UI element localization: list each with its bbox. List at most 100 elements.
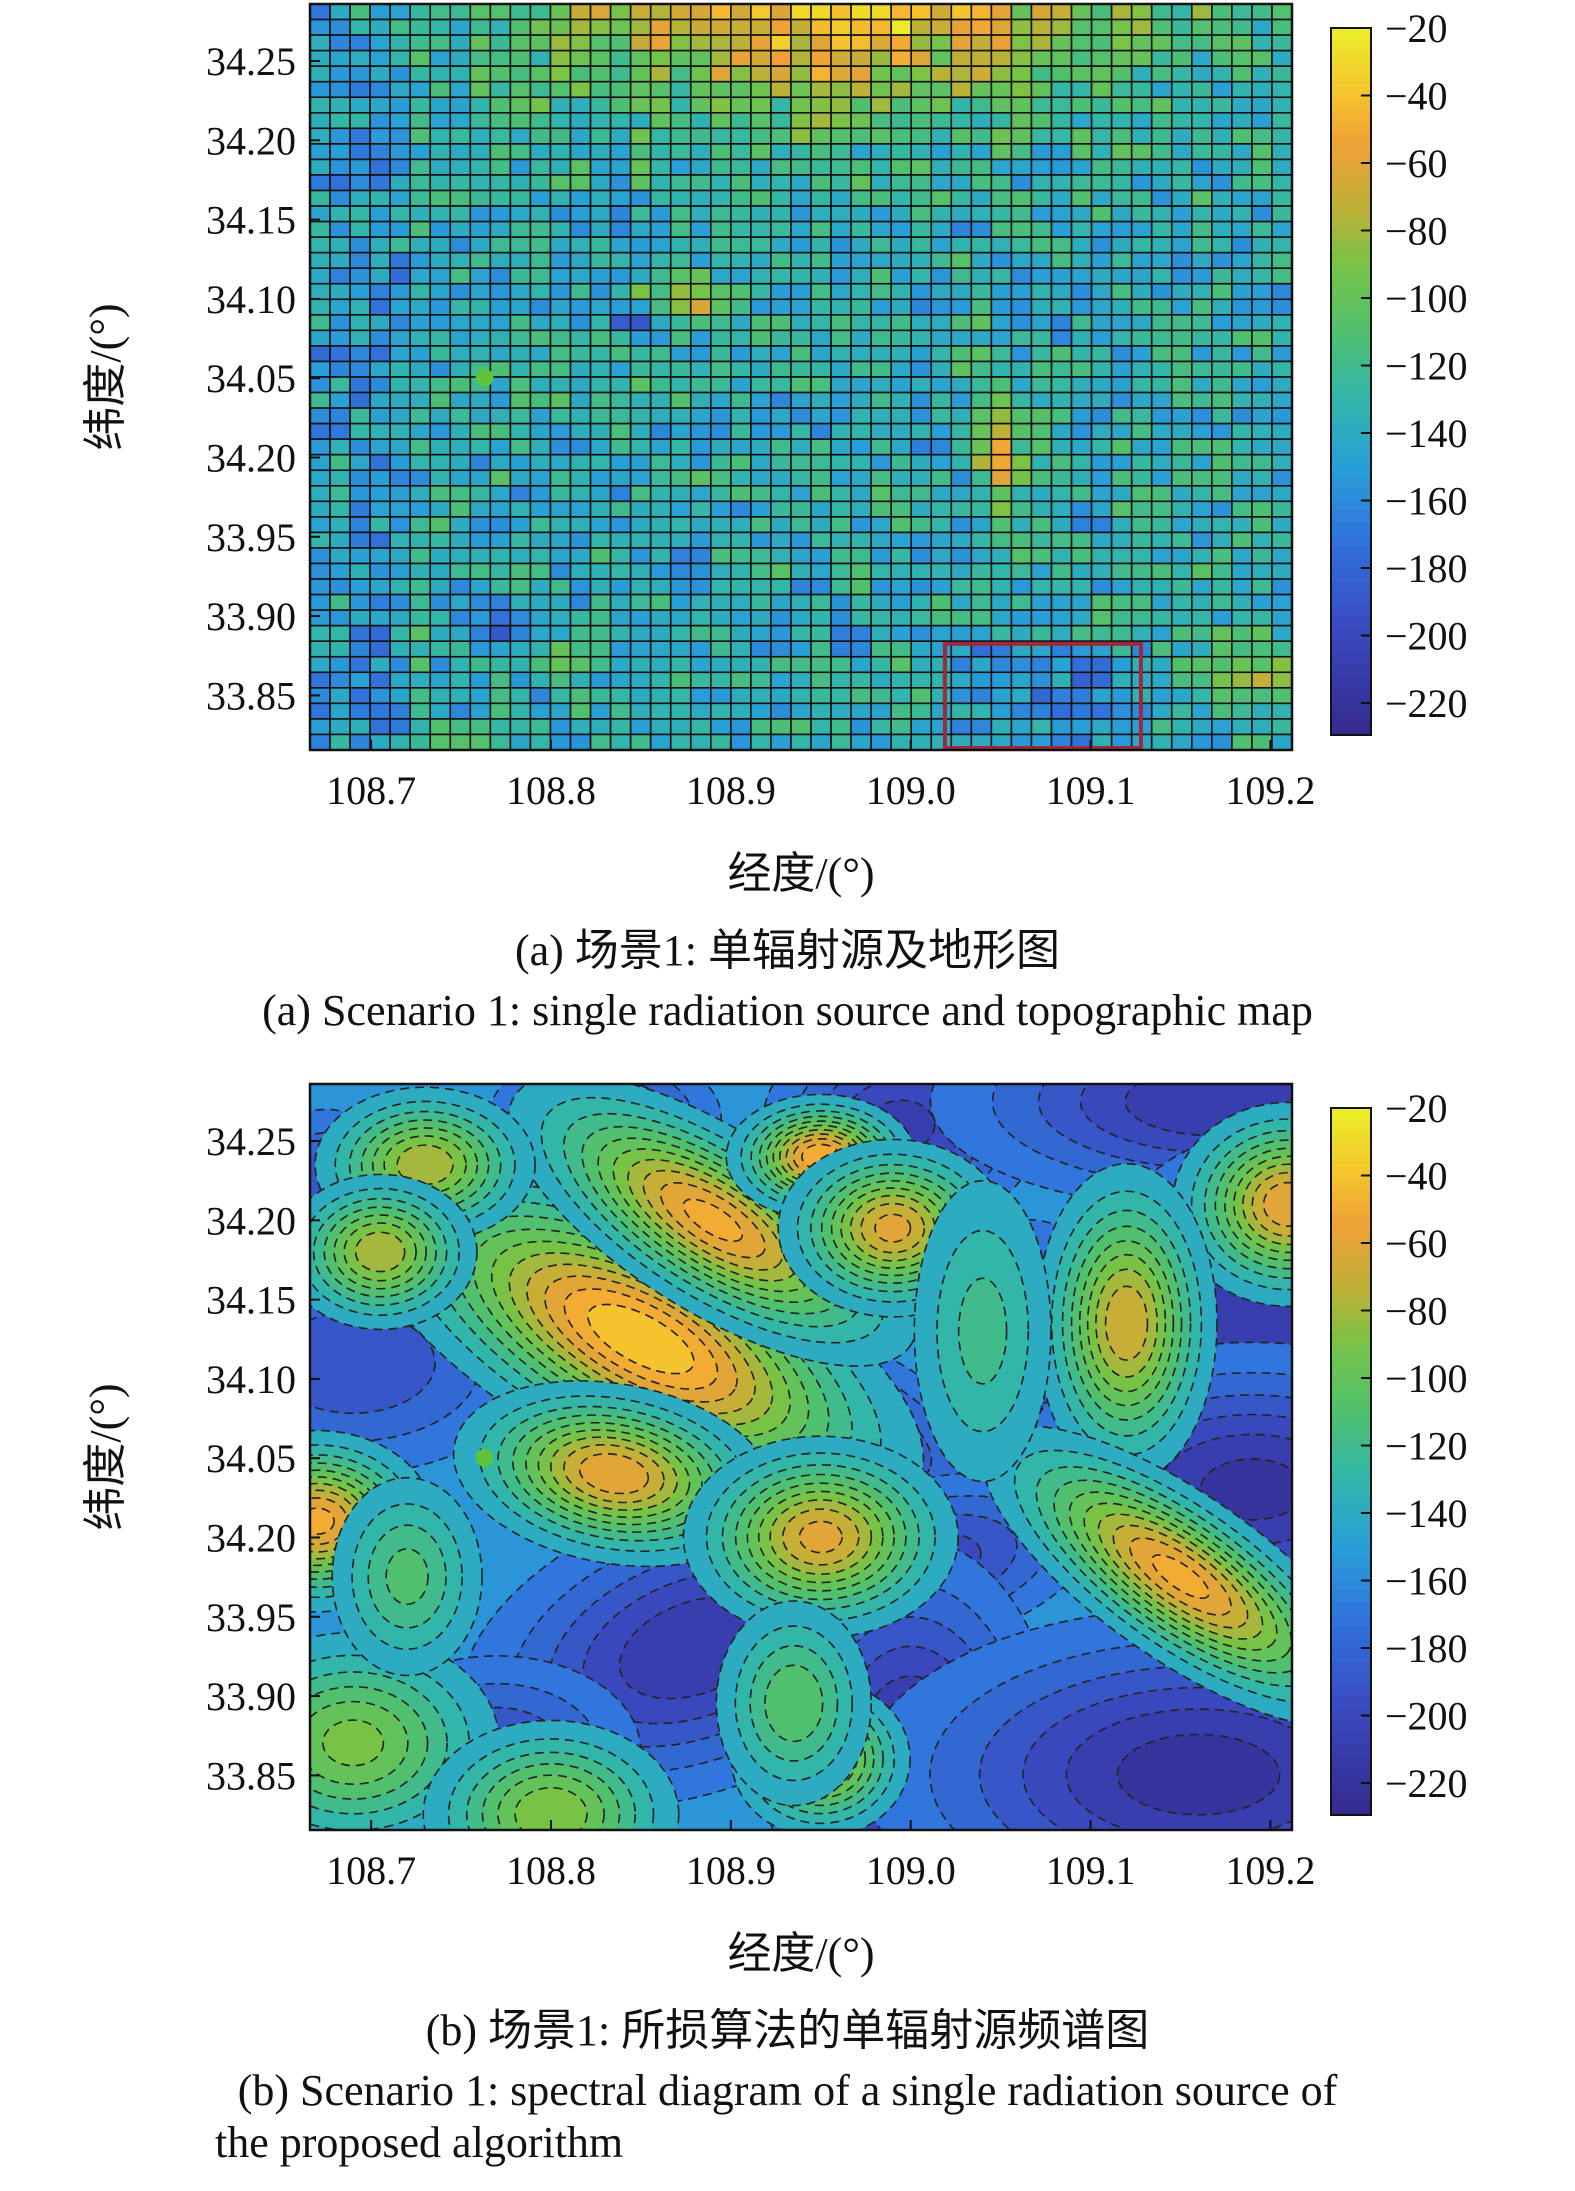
heatmap-cell [1170,65,1193,83]
heatmap-cell [489,282,512,301]
heatmap-cell [509,624,532,643]
heatmap-cell [750,143,772,161]
heatmap-cell [389,298,412,316]
heatmap-cell [509,96,532,114]
heatmap-cell [569,422,592,440]
heatmap-cell [509,562,532,580]
contour-level [1151,1554,1210,1600]
heatmap-cell [369,671,391,689]
heatmap-cell [449,127,472,145]
heatmap-cell [509,4,532,21]
colorbar-segment [1331,699,1371,713]
contour-level [385,1548,429,1606]
heatmap-cell [1211,422,1233,440]
colorbar-tick-label: −160 [1385,1559,1468,1604]
heatmap-cell [1150,267,1173,285]
heatmap-cell [669,640,692,658]
heatmap-cell [429,267,452,285]
heatmap-cell [329,189,351,207]
heatmap-cell [649,174,672,192]
heatmap-cell [1010,407,1033,425]
heatmap-cell [950,298,973,316]
heatmap-cell [950,189,973,207]
heatmap-cell [1070,127,1093,145]
heatmap-cell [810,143,832,161]
heatmap-cell [389,65,412,83]
heatmap-cell [930,687,953,705]
heatmap-cell [710,562,732,580]
heatmap-cell [449,531,472,549]
heatmap-cell [950,143,973,161]
heatmap-cell [689,314,712,332]
heatmap-cell [1150,671,1173,689]
heatmap-cell [830,376,852,394]
heatmap-cell [1271,96,1292,114]
heatmap-cell [589,49,612,67]
heatmap-cell [870,267,892,285]
heatmap-cell [970,422,993,440]
heatmap-cell [489,34,512,52]
heatmap-cell [1090,158,1113,176]
heatmap-cell [389,702,412,720]
heatmap-cell [509,34,532,52]
heatmap-cell [1030,220,1053,238]
heatmap-cell [830,220,852,238]
heatmap-cell [509,220,532,238]
heatmap-cell [310,733,331,750]
heatmap-cell [329,143,351,161]
heatmap-cell [689,4,712,21]
heatmap-cell [1150,127,1173,145]
heatmap-cell [529,655,552,674]
heatmap-cell [730,469,752,487]
heatmap-cell [770,4,792,21]
heatmap-cell [449,655,472,674]
heatmap-cell [429,578,452,596]
heatmap-cell [930,251,953,270]
heatmap-cell [1010,516,1033,534]
heatmap-cell [449,484,472,503]
heatmap-cell [970,236,993,254]
heatmap-cell [629,593,652,611]
heatmap-cell [1150,282,1173,301]
heatmap-cell [1050,376,1073,394]
heatmap-cell [990,96,1013,114]
heatmap-cell [990,391,1013,409]
heatmap-cell [649,18,672,36]
heatmap-cell [1150,422,1173,440]
heatmap-cell [429,438,452,456]
heatmap-cell [790,205,812,223]
y-tick-label: 34.10 [206,277,296,322]
heatmap-cell [1090,547,1113,565]
heatmap-cell [870,49,892,67]
contour-level [874,1213,912,1243]
heatmap-cell [970,158,993,176]
heatmap-cell [609,96,632,114]
heatmap-cell [349,718,371,736]
heatmap-cell [1271,220,1292,238]
heatmap-cell [770,702,792,720]
heatmap-cell [649,49,672,67]
heatmap-cell [469,547,492,565]
heatmap-cell [810,96,832,114]
heatmap-cell [810,236,832,254]
heatmap-cell [710,655,732,674]
heatmap-cell [970,220,993,238]
heatmap-cell [870,4,892,21]
heatmap-cell [1070,718,1093,736]
heatmap-cell [429,143,452,161]
heatmap-cell [990,624,1013,643]
heatmap-cell [649,624,672,643]
heatmap-cell [750,127,772,145]
heatmap-cell [549,624,572,643]
heatmap-cell [449,220,472,238]
heatmap-cell [589,624,612,643]
heatmap-cell [1190,609,1213,627]
colorbar-tick-label: −220 [1385,681,1468,726]
colorbar-segment [1331,1461,1371,1474]
colorbar-segment [1331,1249,1371,1262]
heatmap-cell [1170,500,1193,518]
heatmap-cell [1231,267,1253,285]
colorbar-tick-label: −120 [1385,1424,1468,1469]
heatmap-cell [509,65,532,83]
heatmap-cell [349,314,371,332]
